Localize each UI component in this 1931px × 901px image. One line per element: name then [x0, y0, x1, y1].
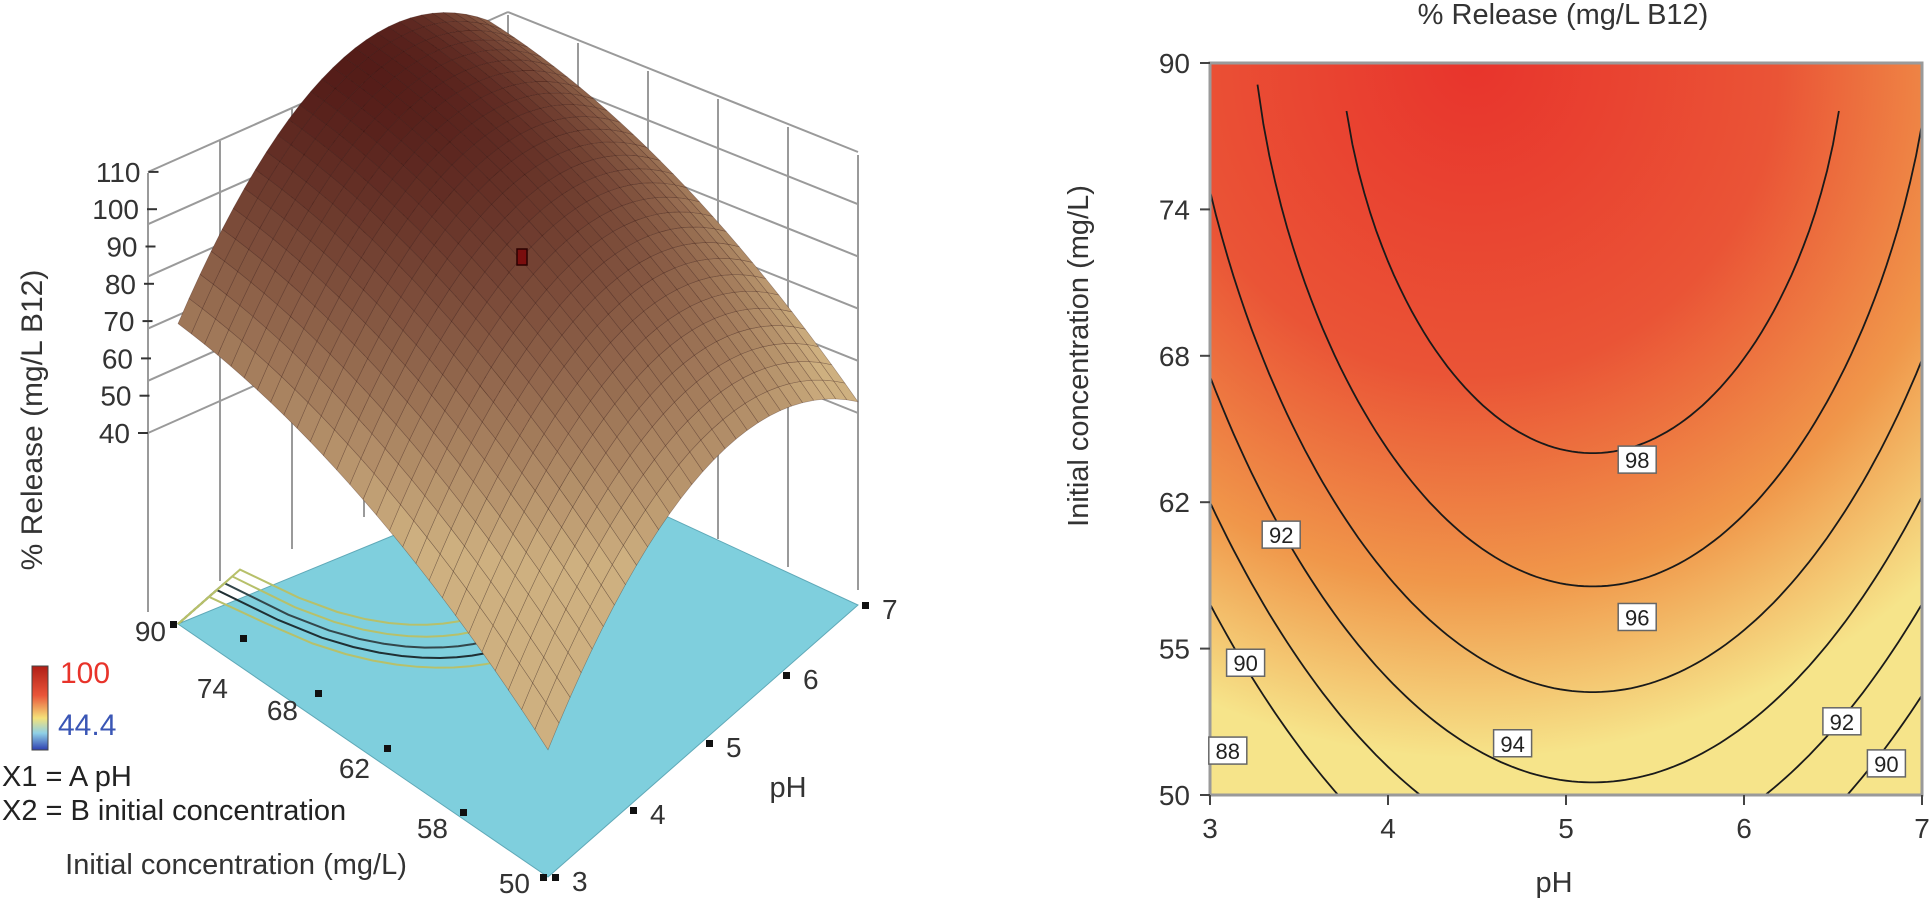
- contour-labels: 98 96 94 92 92 90 90 88: [1208, 445, 1907, 778]
- contour-label-box: [1617, 445, 1657, 474]
- contour-label: 98: [1625, 448, 1649, 473]
- z-tick-label: 80: [105, 269, 136, 300]
- contour-line: [1256, 84, 1922, 588]
- response-surface: [177, 12, 859, 751]
- contour-label-box: [1225, 648, 1266, 677]
- conc-tick-label: 90: [135, 616, 166, 647]
- contour-label-box: [1208, 736, 1248, 765]
- y-tick-label: 55: [1159, 634, 1190, 665]
- ph-axis-ticks: 3 4 5 6 7: [552, 594, 898, 897]
- y-tick-label: 74: [1159, 194, 1190, 225]
- contour-title: % Release (mg/L B12): [1418, 0, 1709, 31]
- contour-line: [1345, 110, 1840, 454]
- conc-tick-mark: [170, 621, 177, 628]
- ph-tick-mark: [552, 874, 559, 881]
- z-tick-label: 90: [106, 232, 137, 263]
- ph-tick-mark: [706, 740, 713, 747]
- contour-label-box: [1261, 520, 1301, 549]
- conc-tick-label: 68: [267, 695, 298, 726]
- contour-label: 96: [1625, 605, 1649, 630]
- x-tick-label: 4: [1380, 813, 1396, 844]
- contour-label: 94: [1500, 732, 1524, 757]
- conc-axis-label: Initial concentration (mg/L): [65, 849, 407, 881]
- z-axis-ticks: 40 50 60 70 80 90 100 110: [92, 157, 159, 449]
- contour-label: 92: [1269, 523, 1293, 548]
- y-tick-label: 50: [1159, 780, 1190, 811]
- factor-x2-label: X2 = B initial concentration: [2, 795, 346, 827]
- conc-tick-mark: [315, 690, 322, 697]
- x-tick-label: 7: [1914, 813, 1930, 844]
- legend-colorbar: [31, 665, 49, 751]
- conc-tick-label: 58: [417, 813, 448, 844]
- conc-tick-label: 50: [499, 868, 530, 899]
- contour-y-axis-label: Initial concentration (mg/L): [1063, 185, 1095, 527]
- contour-line: [1210, 376, 1922, 784]
- z-tick-label: 60: [102, 343, 133, 374]
- z-axis-label: % Release (mg/L B12): [16, 270, 49, 571]
- contour-y-ticks: 50 55 62 68 74 90: [1159, 48, 1210, 811]
- contour-label: 90: [1874, 752, 1898, 777]
- contour-label: 90: [1233, 651, 1257, 676]
- contour-x-ticks: 3 4 5 6 7: [1202, 795, 1930, 844]
- contour-lines: [1210, 84, 1922, 795]
- contour-label-box: [1822, 707, 1862, 736]
- contour-line: [1210, 501, 1922, 795]
- y-tick-label: 68: [1159, 341, 1190, 372]
- z-tick-label: 110: [96, 157, 141, 188]
- x-tick-label: 6: [1736, 813, 1752, 844]
- conc-tick-mark: [540, 874, 547, 881]
- contour-plot: % Release (mg/L B12) 98 96 94 92 92 90 90 88 3 4…: [1063, 0, 1930, 899]
- contour-label: 92: [1830, 710, 1854, 735]
- y-tick-label: 62: [1159, 487, 1190, 518]
- conc-tick-mark: [384, 745, 391, 752]
- ph-axis-label: pH: [769, 772, 806, 804]
- legend-low-value: 44.4: [58, 709, 116, 742]
- x-tick-label: 5: [1558, 813, 1574, 844]
- contour-label: 88: [1216, 739, 1240, 764]
- z-tick-label: 100: [92, 194, 139, 225]
- ph-tick-label: 7: [882, 594, 898, 625]
- contour-line: [1210, 603, 1922, 795]
- ph-tick-label: 4: [650, 799, 666, 830]
- design-point-marker: [516, 248, 528, 266]
- contour-line: [1210, 190, 1922, 693]
- conc-tick-mark: [460, 809, 467, 816]
- ph-tick-mark: [862, 602, 869, 609]
- color-legend: 100 44.4: [31, 657, 116, 751]
- contour-label-box: [1617, 602, 1657, 632]
- z-tick-label: 70: [103, 306, 134, 337]
- ph-tick-label: 5: [726, 732, 742, 763]
- contour-label-box: [1866, 749, 1907, 778]
- ph-tick-label: 6: [803, 664, 819, 695]
- conc-axis-ticks: 50 58 62 68 74 90: [135, 616, 547, 899]
- y-tick-label: 90: [1159, 48, 1190, 79]
- legend-high-value: 100: [60, 657, 110, 690]
- ph-tick-label: 3: [572, 866, 588, 897]
- surface-facet: [476, 16, 502, 30]
- conc-tick-mark: [240, 635, 247, 642]
- z-tick-label: 40: [99, 418, 130, 449]
- ph-tick-mark: [783, 672, 790, 679]
- box-gridline: [507, 11, 859, 153]
- ph-tick-mark: [630, 807, 637, 814]
- conc-tick-label: 74: [197, 673, 228, 704]
- contour-label-box: [1492, 729, 1533, 758]
- conc-tick-label: 62: [339, 753, 370, 784]
- contour-x-axis-label: pH: [1535, 867, 1572, 899]
- z-tick-label: 50: [100, 381, 131, 412]
- x-tick-label: 3: [1202, 813, 1218, 844]
- factor-x1-label: X1 = A pH: [2, 761, 132, 793]
